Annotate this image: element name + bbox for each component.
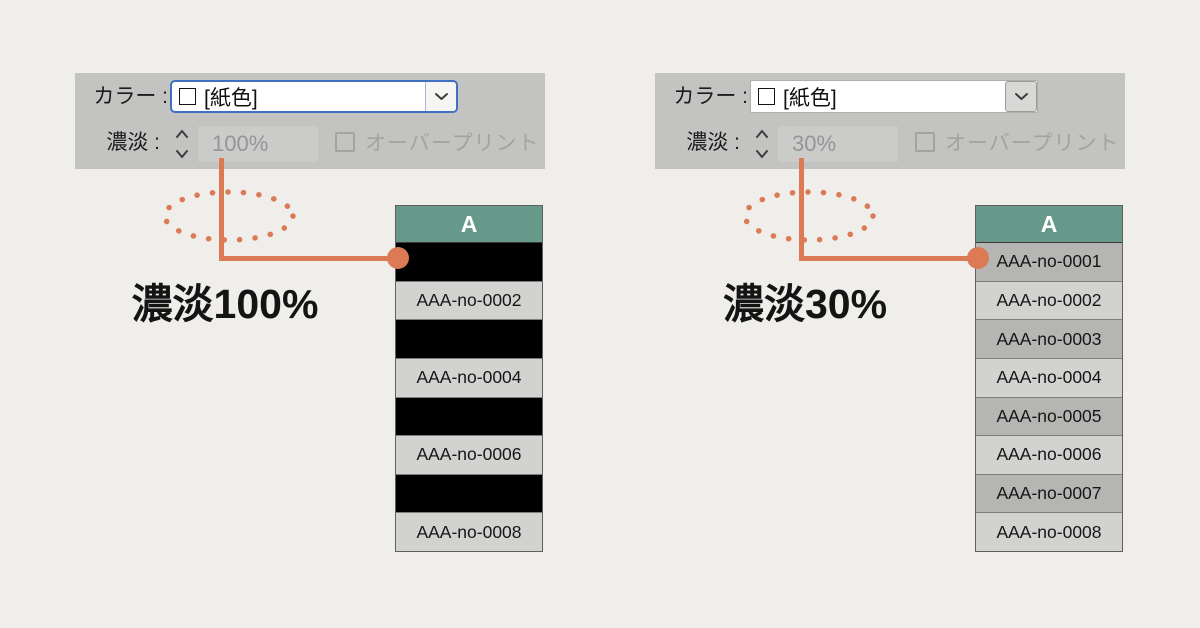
connector-line-horizontal (798, 255, 979, 261)
tint-highlight-ellipse (162, 189, 296, 243)
table-row: AAA-no-0002 (396, 281, 542, 321)
table-row (396, 397, 542, 437)
swatch-options-panel: カラー : [紙色] 濃淡 : 100% オーバープリント (75, 73, 545, 243)
table-row: AAA-no-0008 (396, 513, 542, 551)
color-label: カラー : (93, 85, 168, 108)
spreadsheet-table: A AAA-no-0002 AAA-no-0004 AAA-no-0006 AA… (395, 205, 543, 552)
overprint-label: オーバープリント (945, 132, 1120, 155)
caption-tint-30: 濃淡30% (722, 281, 888, 327)
table-cell-text: AAA-no-0007 (996, 483, 1102, 504)
table-row: AAA-no-0007 (976, 474, 1122, 514)
tint-stepper (751, 128, 773, 160)
table-cell-text: AAA-no-0008 (996, 521, 1102, 542)
table-row: AAA-no-0004 (976, 358, 1122, 398)
chevron-down-icon[interactable] (1005, 81, 1037, 112)
table-row: AAA-no-0003 (976, 320, 1122, 359)
table-cell-text: AAA-no-0004 (996, 367, 1102, 388)
table-row: AAA-no-0005 (976, 397, 1122, 437)
connector-line-vertical (218, 158, 224, 258)
swatch-options-panel: カラー : [紙色] 濃淡 : 30% オーバープリント (655, 73, 1125, 243)
table-row: AAA-no-0006 (976, 436, 1122, 475)
paper-swatch-icon (758, 88, 775, 105)
table-cell-text: AAA-no-0002 (416, 289, 522, 310)
table-cell-text: AAA-no-0008 (416, 521, 522, 542)
table-cell-text: AAA-no-0006 (996, 444, 1102, 465)
connector-line-horizontal (218, 255, 399, 261)
tint-highlight-ellipse (742, 189, 876, 243)
tint-input[interactable]: 30% (778, 126, 898, 162)
color-dropdown[interactable]: [紙色] (170, 80, 458, 113)
tint-label: 濃淡 : (686, 131, 740, 154)
table-row: AAA-no-0008 (976, 513, 1122, 551)
paper-swatch-icon (179, 88, 196, 105)
tint-label: 濃淡 : (106, 131, 160, 154)
table-row: AAA-no-0004 (396, 358, 542, 398)
stepper-down-button[interactable] (754, 148, 770, 160)
tint-stepper (171, 128, 193, 160)
table-cell-text: AAA-no-0003 (996, 328, 1102, 349)
table-cell-text: AAA-no-0001 (996, 251, 1102, 272)
table-cell-text: AAA-no-0004 (416, 367, 522, 388)
stepper-up-button[interactable] (174, 128, 190, 140)
overprint-checkbox[interactable] (915, 132, 935, 152)
color-dropdown-value: [紙色] (204, 86, 258, 110)
table-row (396, 474, 542, 514)
color-dropdown-value: [紙色] (783, 86, 837, 110)
table-cell-text: AAA-no-0005 (996, 405, 1102, 426)
example-tint-100: カラー : [紙色] 濃淡 : 100% オーバープリント (75, 0, 620, 628)
spreadsheet-table: A AAA-no-0001 AAA-no-0002 AAA-no-0003 AA… (975, 205, 1123, 552)
stepper-down-button[interactable] (174, 148, 190, 160)
table-cell-text: AAA-no-0002 (996, 289, 1102, 310)
example-tint-30: カラー : [紙色] 濃淡 : 30% オーバープリント (655, 0, 1200, 628)
table-row: AAA-no-0001 (976, 243, 1122, 282)
connector-line-vertical (798, 158, 804, 258)
table-row: AAA-no-0002 (976, 281, 1122, 321)
table-row (396, 320, 542, 359)
connector-dot (387, 247, 409, 269)
caption-tint-100: 濃淡100% (131, 281, 319, 327)
table-row (396, 243, 542, 282)
tint-input[interactable]: 100% (198, 126, 318, 162)
stepper-up-button[interactable] (754, 128, 770, 140)
table-cell-text: AAA-no-0006 (416, 444, 522, 465)
table-header-cell: A (976, 206, 1122, 243)
color-dropdown[interactable]: [紙色] (750, 80, 1038, 113)
connector-dot (967, 247, 989, 269)
table-row: AAA-no-0006 (396, 436, 542, 475)
chevron-down-icon[interactable] (425, 82, 456, 111)
overprint-label: オーバープリント (365, 132, 540, 155)
overprint-checkbox[interactable] (335, 132, 355, 152)
table-header-cell: A (396, 206, 542, 243)
color-label: カラー : (673, 85, 748, 108)
